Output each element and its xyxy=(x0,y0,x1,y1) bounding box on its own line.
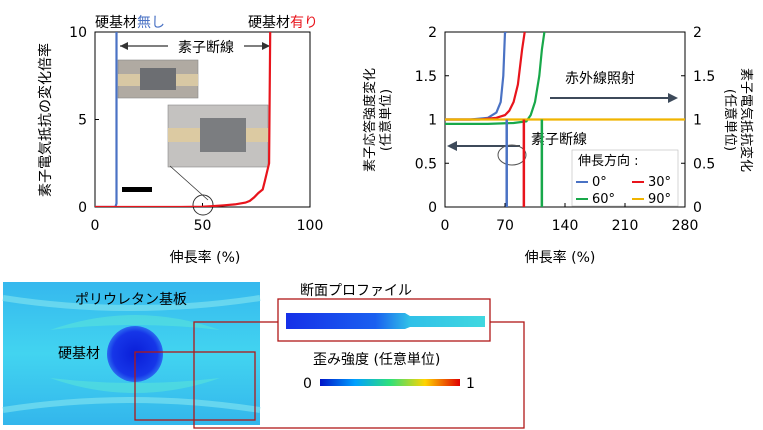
right-chart: 素子応答強度変化 (任意単位) 素子電気抵抗変化 (任意単位) 伸長率 (%) … xyxy=(362,68,754,266)
left-break-label: 素子断線 xyxy=(178,40,234,56)
zoom-box-small xyxy=(134,351,256,421)
scale-bar xyxy=(122,187,152,192)
left-chart: 素子電気抵抗の変化倍率 伸長率 (%) 素子断線 硬基材無し 硬基材有り xyxy=(37,14,318,266)
left-x-axis-label: 伸長率 (%) xyxy=(170,249,241,266)
series-line-1-2 xyxy=(445,32,546,125)
y-tick-label: 2 xyxy=(428,25,437,41)
substrate-label: ポリウレタン基板 xyxy=(75,291,187,308)
legend: 伸長方向 : 0° 30° 60° 90° xyxy=(571,149,679,207)
series-line-0-0 xyxy=(95,32,118,207)
ir-label: 赤外線照射 xyxy=(565,71,635,87)
series-line-1-1 xyxy=(445,32,526,121)
x-tick-label: 50 xyxy=(194,218,212,234)
y2-tick-label: 1.5 xyxy=(693,69,715,85)
legend-entry-90: 90° xyxy=(648,192,671,207)
left-y-axis-label: 素子電気抵抗の変化倍率 xyxy=(37,43,54,197)
profile-title: 断面プロファイル xyxy=(300,283,412,299)
x-tick-label: 0 xyxy=(441,218,450,234)
y2-tick-label: 2 xyxy=(693,25,702,41)
legend-entry-30: 30° xyxy=(648,175,671,190)
scale-max: 1 xyxy=(466,376,475,392)
x-tick-label: 0 xyxy=(91,218,100,234)
with-hard-label: 硬基材有り xyxy=(248,14,318,31)
y-tick-label: 1.5 xyxy=(415,69,437,85)
x-tick-label: 140 xyxy=(552,218,579,234)
strain-simulation: ポリウレタン基板 硬基材 断面プロファイル 歪み強度 (任意単位) 0 1 xyxy=(2,282,525,429)
y-tick-label: 10 xyxy=(69,25,87,41)
series-line-1-0 xyxy=(445,32,507,121)
chart-1-plot: 0 70 140 210 280 0 0.5 1 1.5 2 0 0.5 1 1.5 2 xyxy=(415,25,716,234)
right-break-label: 素子断線 xyxy=(531,132,587,148)
strain-colorbar xyxy=(320,379,460,386)
x-tick-label: 280 xyxy=(672,218,699,234)
profile-shape xyxy=(286,313,485,329)
x-tick-label: 100 xyxy=(297,218,324,234)
y-tick-label: 0.5 xyxy=(415,156,437,172)
strain-title: 歪み強度 (任意単位) xyxy=(313,351,440,368)
y2-tick-label: 0.5 xyxy=(693,156,715,172)
y-tick-label: 0 xyxy=(78,200,87,216)
x-tick-label: 210 xyxy=(612,218,639,234)
y2-tick-label: 1 xyxy=(693,113,702,129)
right-y-axis-label-2: (任意単位) xyxy=(378,89,394,151)
legend-title: 伸長方向 : xyxy=(578,153,639,169)
y-tick-label: 5 xyxy=(78,113,87,129)
right-x-axis-label: 伸長率 (%) xyxy=(525,249,596,266)
legend-entry-60: 60° xyxy=(592,192,615,207)
x-tick-label: 70 xyxy=(496,218,514,234)
scale-min: 0 xyxy=(303,376,312,392)
hard-label: 硬基材 xyxy=(58,345,100,362)
y-tick-label: 0 xyxy=(428,200,437,216)
y-tick-label: 1 xyxy=(428,113,437,129)
right-y-axis-label-1: 素子応答強度変化 xyxy=(362,68,378,172)
series-line-0-1 xyxy=(95,32,272,207)
no-hard-label: 硬基材無し xyxy=(95,14,165,31)
y2-tick-label: 0 xyxy=(693,200,702,216)
break-location-circle xyxy=(192,194,214,216)
right-y2-axis-label-1: 素子電気抵抗変化 xyxy=(738,68,754,172)
break-ellipse xyxy=(497,144,527,166)
chart-0-plot: 0 50 100 0 5 10 xyxy=(69,25,323,234)
legend-entry-0: 0° xyxy=(592,175,607,190)
right-y2-axis-label-2: (任意単位) xyxy=(722,89,738,151)
